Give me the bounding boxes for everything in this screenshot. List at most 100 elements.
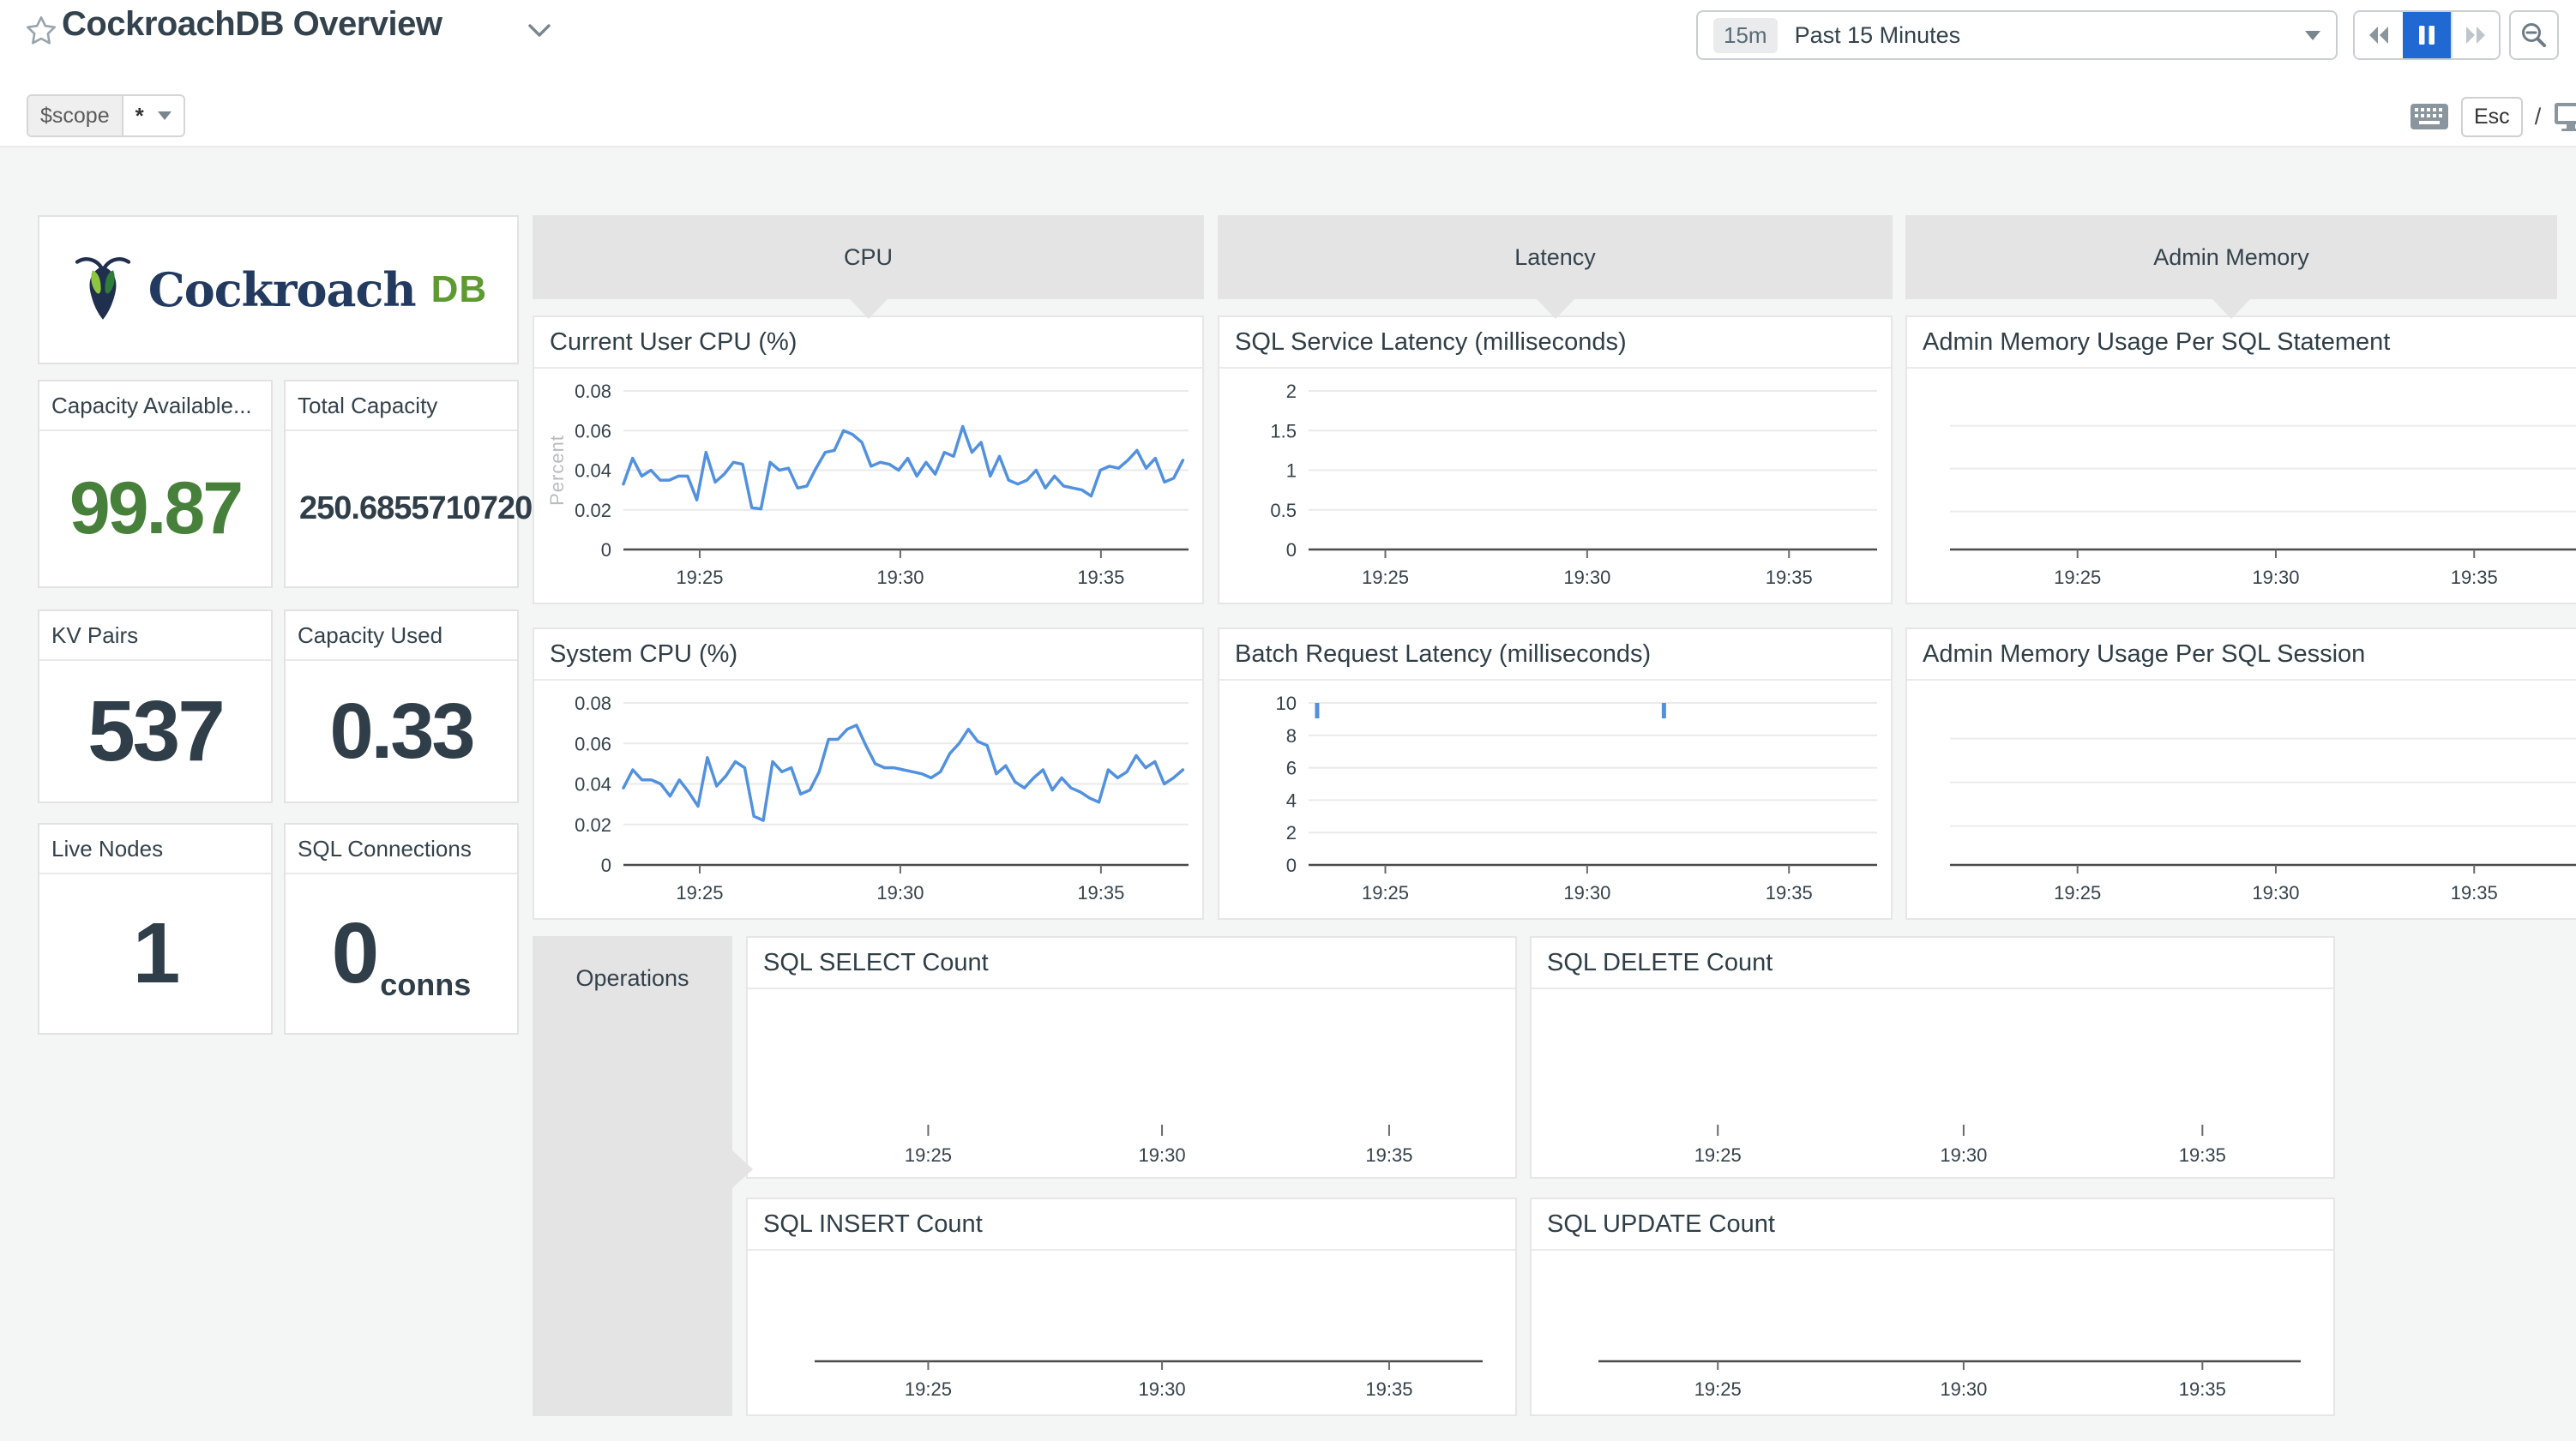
svg-text:0: 0 [1286,855,1297,876]
svg-text:19:25: 19:25 [676,882,723,904]
svg-text:19:30: 19:30 [1940,1144,1987,1166]
chart-panel-current-user-cpu: Current User CPU (%) 0 0.02 0.04 0.06 0.08 Pe… [533,315,1204,604]
stat-value: 537 [87,682,226,779]
svg-text:10: 10 [1276,693,1297,714]
group-label: Admin Memory [2153,243,2309,270]
zoom-out-icon [2522,23,2546,47]
stat-card-capacity-available[interactable]: Capacity Available... 99.87 [38,380,273,588]
svg-text:19:25: 19:25 [1362,567,1409,588]
svg-text:4: 4 [1286,790,1297,811]
line-chart-current-user-cpu[interactable]: 0 0.02 0.04 0.06 0.08 Percent 19:25 19:30 19:35 [534,369,1202,603]
stat-card-sql-connections[interactable]: SQL Connections 0 conns [284,823,519,1035]
title-chevron-down-icon[interactable] [525,21,554,45]
svg-text:0: 0 [1286,539,1297,561]
stat-label: KV Pairs [39,611,271,661]
svg-text:0.02: 0.02 [575,500,611,521]
topbar: CockroachDB Overview 15m Past 15 Minutes [0,0,2576,147]
svg-text:1: 1 [1286,460,1297,482]
caret-down-icon [157,111,172,120]
svg-text:19:30: 19:30 [1563,567,1610,588]
logo-suffix: DB [430,268,488,310]
svg-text:19:25: 19:25 [1694,1378,1742,1400]
chart-title: SQL SELECT Count [748,938,1515,989]
svg-text:19:30: 19:30 [876,882,924,904]
stat-card-kv-pairs[interactable]: KV Pairs 537 [38,609,273,803]
svg-text:19:30: 19:30 [1139,1378,1186,1400]
svg-text:0.08: 0.08 [575,381,611,402]
line-chart-batch-request-latency[interactable]: 0 2 4 6 8 10 19:25 19:30 19:35 [1219,681,1891,918]
svg-text:19:30: 19:30 [1940,1378,1987,1400]
svg-text:0.08: 0.08 [575,693,611,714]
stat-label: Capacity Available... [39,381,271,431]
pause-button[interactable] [2403,12,2451,58]
chart-panel-admin-memory-session: Admin Memory Usage Per SQL Session 19:25… [1905,627,2576,920]
svg-text:19:25: 19:25 [1694,1144,1742,1166]
svg-text:2: 2 [1286,381,1297,402]
line-chart-sql-service-latency[interactable]: 0 0.5 1 1.5 2 19:25 19:30 19:35 [1219,369,1891,603]
stat-card-total-capacity[interactable]: Total Capacity 250.6855710720 GB [284,380,560,588]
group-label: Operations [575,965,689,991]
stat-value: 0 [331,905,380,1001]
keyboard-icon[interactable] [2410,103,2449,130]
svg-text:19:30: 19:30 [1563,882,1610,904]
logo-text: Cockroach [147,262,417,317]
stat-value: 1 [132,905,181,1001]
chart-panel-admin-memory-statement: Admin Memory Usage Per SQL Statement 19:… [1905,315,2576,604]
chart-title: Admin Memory Usage Per SQL Statement [1907,317,2576,369]
svg-text:0.02: 0.02 [575,814,611,836]
line-chart-sql-insert-count[interactable]: 19:25 19:30 19:35 [748,1251,1515,1414]
svg-text:19:35: 19:35 [1365,1144,1412,1166]
svg-text:19:30: 19:30 [2252,567,2299,588]
chart-panel-system-cpu: System CPU (%) 0 0.02 0.04 0.06 0.08 19:25 19:… [533,627,1204,920]
zoom-out-button[interactable] [2509,10,2559,60]
stat-value: 0.33 [329,687,475,775]
line-chart-sql-update-count[interactable]: 19:25 19:30 19:35 [1532,1251,2333,1414]
svg-text:0.5: 0.5 [1270,500,1297,521]
fast-forward-icon [2466,27,2485,44]
svg-text:6: 6 [1286,758,1297,779]
line-chart-admin-memory-session[interactable]: 19:25 19:30 19:35 [1907,681,2576,918]
stat-card-capacity-used[interactable]: Capacity Used 0.33 [284,609,519,803]
svg-text:19:35: 19:35 [2451,882,2498,904]
chart-panel-sql-delete-count: SQL DELETE Count 19:25 19:30 19:35 [1530,936,2335,1179]
line-chart-sql-select-count[interactable]: 19:25 19:30 19:35 [748,989,1515,1177]
rewind-button[interactable] [2355,12,2403,58]
svg-text:19:25: 19:25 [2054,567,2101,588]
stat-label: SQL Connections [286,825,517,874]
svg-text:19:35: 19:35 [2179,1378,2226,1400]
line-chart-system-cpu[interactable]: 0 0.02 0.04 0.06 0.08 19:25 19:30 19:35 [534,681,1202,918]
scope-variable-name: $scope [28,96,123,135]
favorite-star-icon[interactable] [24,14,58,52]
cockroach-bug-icon [75,257,130,320]
chart-panel-sql-insert-count: SQL INSERT Count 19:25 19:30 19:35 [746,1198,1517,1416]
svg-text:0.06: 0.06 [575,733,611,754]
time-shift-controls [2353,10,2501,60]
pause-icon [2419,26,2435,45]
fast-forward-button[interactable] [2451,12,2499,58]
time-range-label: Past 15 Minutes [1794,21,1961,48]
stat-card-live-nodes[interactable]: Live Nodes 1 [38,823,273,1035]
svg-text:19:35: 19:35 [1077,882,1124,904]
group-header-latency[interactable]: Latency [1218,215,1893,319]
chart-panel-sql-update-count: SQL UPDATE Count 19:25 19:30 19:35 [1530,1198,2335,1416]
group-header-operations[interactable]: Operations [533,936,753,1416]
svg-text:0.04: 0.04 [575,460,611,482]
scope-value-dropdown[interactable]: * [123,96,184,135]
stat-label: Live Nodes [39,825,271,874]
line-chart-admin-memory-statement[interactable]: 19:25 19:30 19:35 [1907,369,2576,603]
svg-text:2: 2 [1286,822,1297,844]
line-chart-sql-delete-count[interactable]: 19:25 19:30 19:35 [1532,989,2333,1177]
group-header-cpu[interactable]: CPU [533,215,1204,319]
group-header-admin-memory[interactable]: Admin Memory [1905,215,2557,319]
svg-text:0.06: 0.06 [575,420,611,441]
page-title: CockroachDB Overview [62,5,442,43]
time-range-picker[interactable]: 15m Past 15 Minutes [1696,10,2338,60]
svg-text:19:35: 19:35 [1766,882,1813,904]
group-label: CPU [843,243,893,270]
scope-value: * [135,102,144,129]
cockroachdb-logo-card: Cockroach DB [38,215,519,364]
scope-filter[interactable]: $scope * [27,94,185,137]
svg-text:19:25: 19:25 [2054,882,2101,904]
monitor-icon[interactable] [2553,101,2576,132]
svg-text:19:35: 19:35 [2179,1144,2226,1166]
